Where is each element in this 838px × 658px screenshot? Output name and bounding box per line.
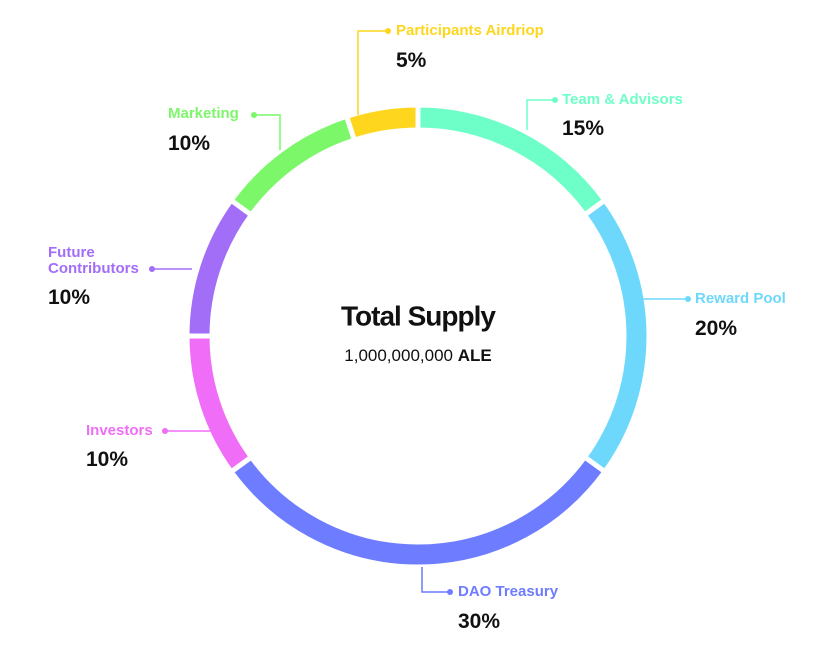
donut-segment: [184, 333, 255, 476]
leader-dot: [447, 589, 453, 595]
leader-line: [421, 567, 450, 593]
leader-dot: [685, 296, 691, 302]
segment-label: DAO Treasury: [458, 583, 559, 600]
segment-value: 5%: [396, 49, 427, 72]
leader-dot: [251, 112, 257, 118]
segment-label: Future Contributors: [48, 244, 139, 277]
segment-value: 10%: [48, 286, 91, 309]
segment-label: Reward Pool: [695, 290, 786, 307]
leader-line: [254, 114, 281, 150]
segment-label: Investors: [86, 422, 153, 439]
donut-segment: [343, 102, 421, 144]
segment-value: 30%: [458, 610, 501, 633]
donut-segment: [581, 196, 652, 476]
leader-dot: [149, 266, 155, 272]
donut-segment: [227, 113, 358, 219]
center-subtitle: 1,000,000,000 ALE: [344, 346, 491, 365]
segment-value: 15%: [562, 117, 605, 140]
segment-value: 10%: [168, 132, 211, 155]
leader-line: [357, 30, 388, 115]
donut-segment: [184, 196, 255, 339]
supply-unit: ALE: [458, 346, 492, 365]
segment-label: Participants Airdriop: [396, 22, 544, 39]
leader-line: [526, 99, 555, 130]
segment-value: 20%: [695, 317, 738, 340]
center-title: Total Supply: [341, 300, 496, 331]
leader-dot: [385, 28, 391, 34]
leader-dot: [552, 97, 558, 103]
segment-label: Marketing: [168, 105, 239, 122]
supply-amount: 1,000,000,000: [344, 346, 453, 365]
donut-segment: [227, 453, 609, 570]
segment-value: 10%: [86, 448, 129, 471]
segment-label: Team & Advisors: [562, 91, 683, 108]
leader-dot: [162, 428, 168, 434]
